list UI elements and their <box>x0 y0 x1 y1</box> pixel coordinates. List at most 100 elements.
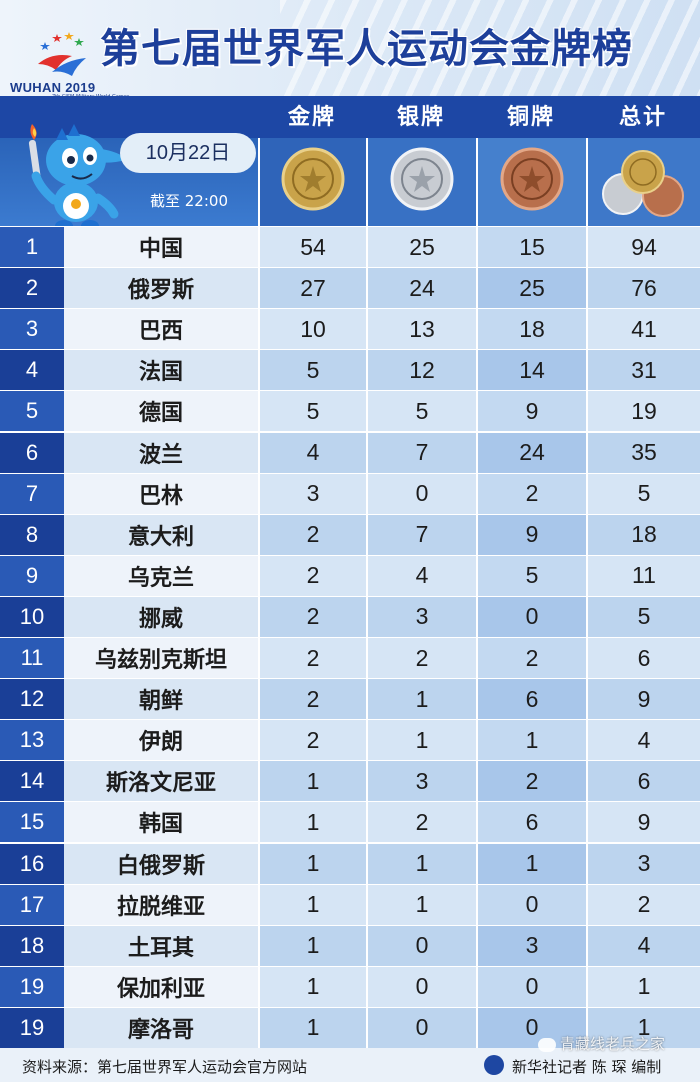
total-count-cell: 76 <box>586 268 700 309</box>
table-row: 17 拉脱维亚 1 1 0 2 <box>0 883 700 925</box>
medal-cell-bronze <box>476 138 586 226</box>
silver-count-cell: 3 <box>366 596 476 637</box>
watermark: 青藏线老兵之家 <box>538 1033 665 1054</box>
bronze-count-cell: 9 <box>476 514 586 555</box>
total-count-cell: 2 <box>586 884 700 925</box>
country-cell: 乌克兰 <box>64 555 258 596</box>
rank-cell: 2 <box>0 268 64 309</box>
medal-stack-icon <box>602 150 684 217</box>
total-count-cell: 3 <box>586 843 700 884</box>
silver-count-cell: 0 <box>366 473 476 514</box>
table-row: 16 白俄罗斯 1 1 1 3 <box>0 842 700 884</box>
country-cell: 斯洛文尼亚 <box>64 761 258 802</box>
silver-count-cell: 2 <box>366 638 476 679</box>
country-cell: 伊朗 <box>64 720 258 761</box>
rank-cell: 3 <box>0 309 64 350</box>
gold-count-cell: 1 <box>258 802 366 843</box>
rank-cell: 14 <box>0 761 64 802</box>
gold-count-cell: 10 <box>258 309 366 350</box>
silver-count-cell: 0 <box>366 925 476 966</box>
gold-count-cell: 1 <box>258 884 366 925</box>
rank-cell: 19 <box>0 966 64 1007</box>
country-cell: 拉脱维亚 <box>64 884 258 925</box>
table-row: 15 韩国 1 2 6 9 <box>0 801 700 843</box>
table-row: 9 乌克兰 2 4 5 11 <box>0 554 700 596</box>
mascot-illustration <box>10 118 130 238</box>
bronze-count-cell: 25 <box>476 268 586 309</box>
silver-count-cell: 1 <box>366 843 476 884</box>
column-header-gold: 金牌 <box>287 105 336 130</box>
total-count-cell: 5 <box>586 473 700 514</box>
bronze-count-cell: 9 <box>476 391 586 432</box>
table-row: 11 乌兹别克斯坦 2 2 2 6 <box>0 637 700 679</box>
silver-count-cell: 7 <box>366 514 476 555</box>
silver-count-cell: 1 <box>366 884 476 925</box>
total-count-cell: 18 <box>586 514 700 555</box>
bronze-count-cell: 5 <box>476 555 586 596</box>
silver-count-cell: 4 <box>366 555 476 596</box>
silver-count-cell: 3 <box>366 761 476 802</box>
gold-count-cell: 1 <box>258 925 366 966</box>
gold-count-cell: 5 <box>258 391 366 432</box>
table-row: 2 俄罗斯 27 24 25 76 <box>0 267 700 309</box>
gold-medal-icon <box>281 147 345 211</box>
column-header-silver: 银牌 <box>396 105 445 130</box>
cutoff-time: 截至 22:00 <box>150 192 228 210</box>
medal-cell-total <box>586 138 700 226</box>
gold-count-cell: 2 <box>258 514 366 555</box>
total-count-cell: 4 <box>586 925 700 966</box>
silver-count-cell: 1 <box>366 679 476 720</box>
source-note: 资料来源：第七届世界军人运动会官方网站 <box>22 1058 308 1076</box>
total-count-cell: 9 <box>586 802 700 843</box>
bronze-count-cell: 1 <box>476 720 586 761</box>
rank-cell: 6 <box>0 432 64 473</box>
total-count-cell: 6 <box>586 638 700 679</box>
table-row: 6 波兰 4 7 24 35 <box>0 431 700 473</box>
country-cell: 土耳其 <box>64 925 258 966</box>
bronze-count-cell: 18 <box>476 309 586 350</box>
total-count-cell: 94 <box>586 227 700 268</box>
bronze-count-cell: 0 <box>476 596 586 637</box>
table-row: 10 挪威 2 3 0 5 <box>0 595 700 637</box>
header-stripes <box>280 0 700 108</box>
silver-count-cell: 13 <box>366 309 476 350</box>
silver-count-cell: 12 <box>366 350 476 391</box>
table-row: 12 朝鲜 2 1 6 9 <box>0 678 700 720</box>
rank-cell: 19 <box>0 1007 64 1048</box>
bronze-count-cell: 24 <box>476 432 586 473</box>
bronze-count-cell: 14 <box>476 350 586 391</box>
gold-count-cell: 1 <box>258 843 366 884</box>
silver-count-cell: 0 <box>366 966 476 1007</box>
footer: 资料来源：第七届世界军人运动会官方网站 新华社记者 陈 琛 编制 <box>0 1048 700 1082</box>
country-cell: 意大利 <box>64 514 258 555</box>
table-row: 19 保加利亚 1 0 0 1 <box>0 965 700 1007</box>
rank-cell: 8 <box>0 514 64 555</box>
silver-count-cell: 5 <box>366 391 476 432</box>
total-count-cell: 11 <box>586 555 700 596</box>
bronze-count-cell: 3 <box>476 925 586 966</box>
gold-count-cell: 2 <box>258 720 366 761</box>
table-row: 19 摩洛哥 1 0 0 1 <box>0 1006 700 1048</box>
gold-count-cell: 2 <box>258 555 366 596</box>
country-cell: 摩洛哥 <box>64 1007 258 1048</box>
xinhua-logo-icon <box>484 1055 504 1075</box>
mascot-icon <box>28 124 126 232</box>
gold-count-cell: 2 <box>258 596 366 637</box>
games-emblem-icon <box>38 32 86 76</box>
table-row: 13 伊朗 2 1 1 4 <box>0 719 700 761</box>
total-count-cell: 31 <box>586 350 700 391</box>
total-count-cell: 6 <box>586 761 700 802</box>
gold-count-cell: 2 <box>258 679 366 720</box>
country-cell: 德国 <box>64 391 258 432</box>
country-cell: 俄罗斯 <box>64 268 258 309</box>
table-row: 3 巴西 10 13 18 41 <box>0 308 700 350</box>
gold-count-cell: 27 <box>258 268 366 309</box>
bronze-count-cell: 0 <box>476 1007 586 1048</box>
country-cell: 挪威 <box>64 596 258 637</box>
bronze-count-cell: 0 <box>476 884 586 925</box>
table-row: 7 巴林 3 0 2 5 <box>0 472 700 514</box>
bronze-count-cell: 2 <box>476 638 586 679</box>
total-count-cell: 35 <box>586 432 700 473</box>
rank-cell: 12 <box>0 679 64 720</box>
